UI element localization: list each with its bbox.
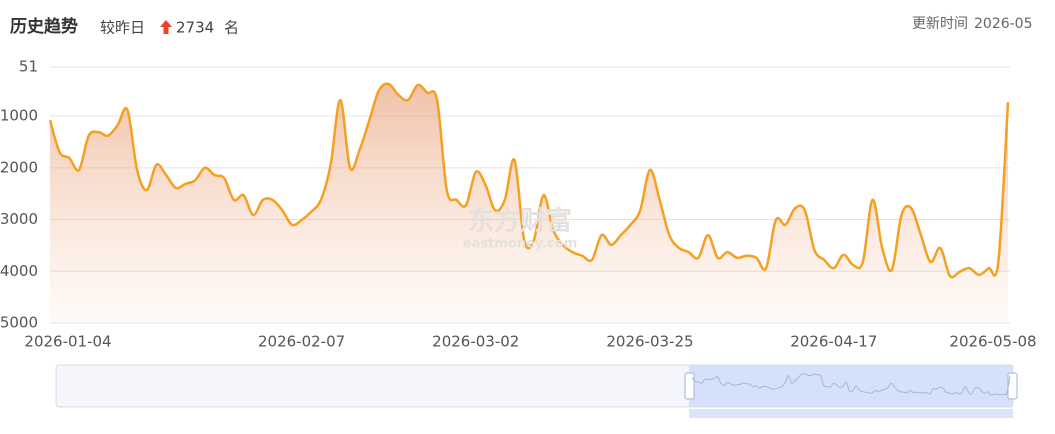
compare-label: 较昨日 xyxy=(100,19,145,37)
y-tick-label: 3000 xyxy=(0,210,38,228)
zoom-window[interactable] xyxy=(689,365,1013,407)
y-tick-label: 2000 xyxy=(0,158,38,176)
line xyxy=(48,82,1010,279)
x-tick-label: 2026-02-07 xyxy=(258,333,345,351)
watermark: 东方财富 xyxy=(468,206,572,237)
title: 历史趋势 xyxy=(10,16,78,37)
x-tick-label: 2026-01-04 xyxy=(24,333,111,351)
zoom-bar[interactable] xyxy=(689,409,1013,418)
x-tick-label: 2026-03-25 xyxy=(606,333,693,351)
y-tick-label: 5000 xyxy=(0,314,38,332)
update-label: 更新时间 xyxy=(912,16,968,32)
x-tick-label: 2026-05-08 xyxy=(949,333,1036,351)
area-fill xyxy=(50,83,1008,323)
y-tick-label: 1000 xyxy=(0,107,38,125)
change-value: 2734 xyxy=(176,19,214,37)
data-zoom[interactable] xyxy=(55,364,1018,418)
y-tick-label: 51 xyxy=(19,58,38,76)
y-tick-label: 4000 xyxy=(0,262,38,280)
update-time: 2026-05 xyxy=(974,16,1033,32)
up-arrow xyxy=(160,20,172,34)
watermark-sub: eastmoney.com xyxy=(463,237,578,252)
x-tick-label: 2026-03-02 xyxy=(432,333,519,351)
change-unit: 名 xyxy=(224,19,239,37)
zoom-sparkline xyxy=(691,373,1011,396)
x-tick-label: 2026-04-17 xyxy=(790,333,877,351)
zoom-handle-left[interactable] xyxy=(684,372,695,400)
